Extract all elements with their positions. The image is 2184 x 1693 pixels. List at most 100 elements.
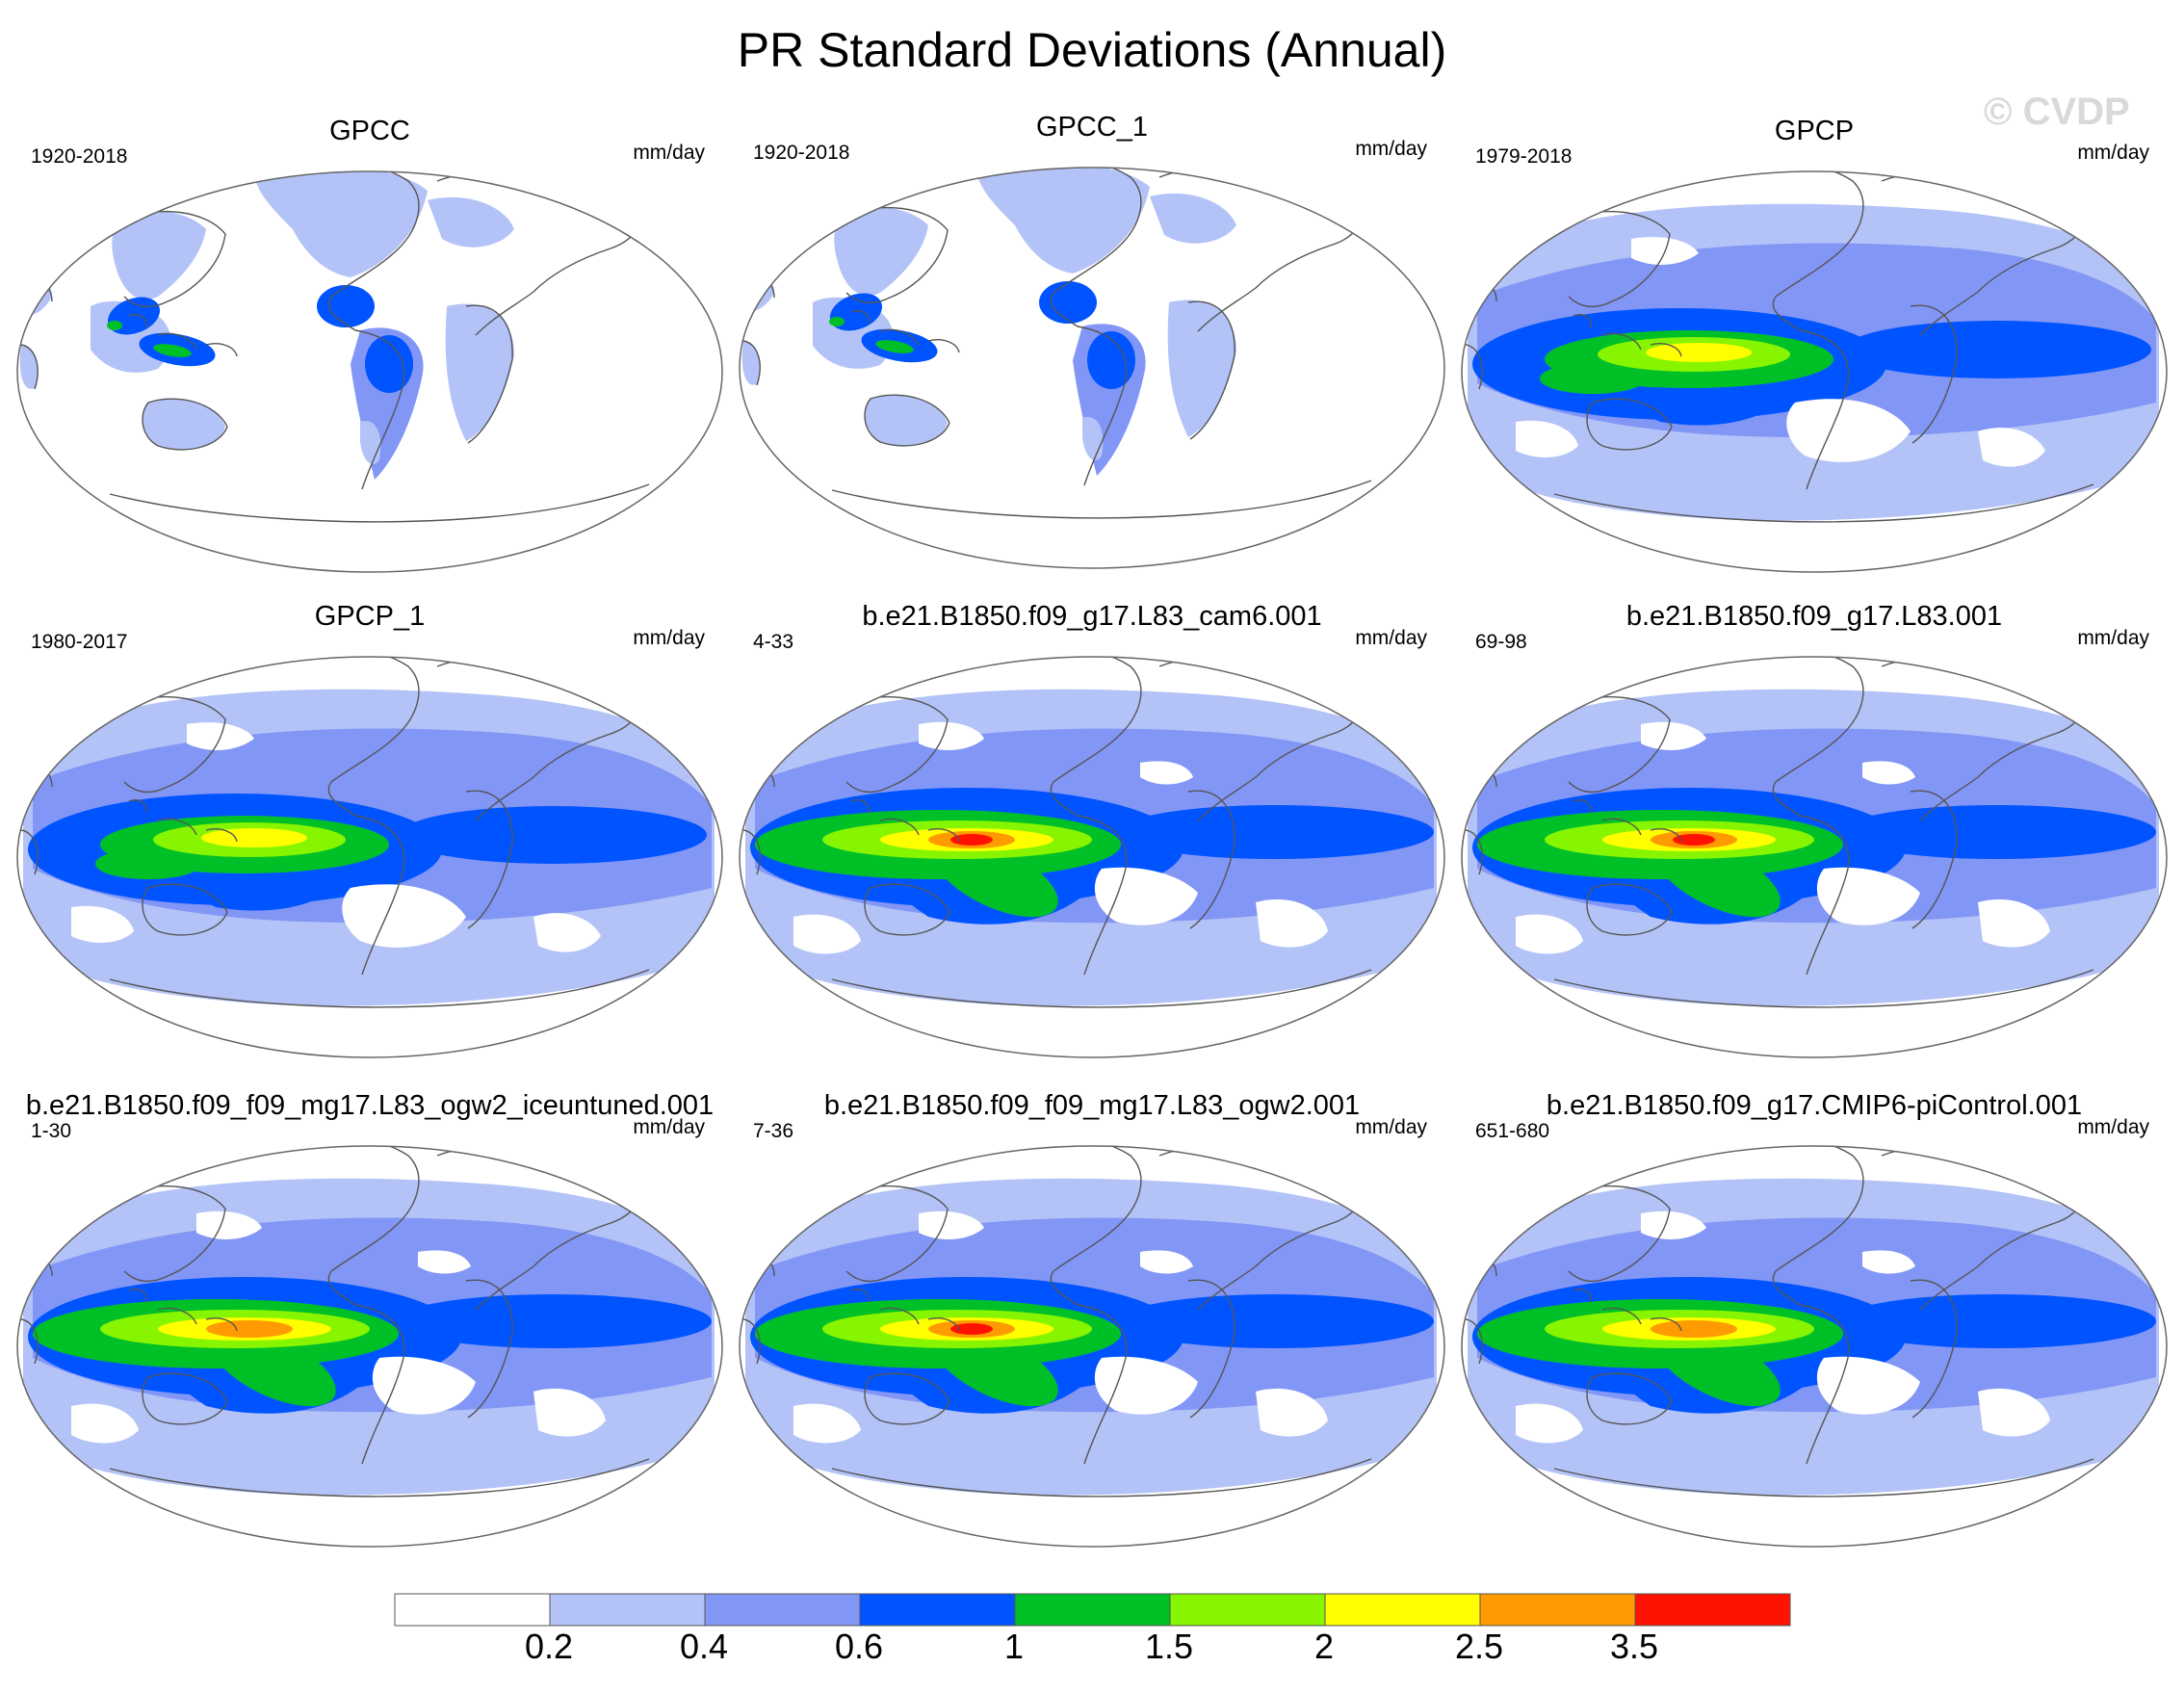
precip-contour bbox=[196, 1211, 262, 1239]
coastline bbox=[850, 1289, 960, 1332]
precip-contour bbox=[741, 341, 761, 385]
precip-contour bbox=[1116, 1294, 1434, 1348]
precip-contour bbox=[1838, 1294, 2156, 1348]
precip-contour bbox=[1094, 867, 1198, 925]
colorbar-swatch bbox=[1479, 1593, 1636, 1627]
coastline bbox=[850, 799, 960, 843]
precip-contour bbox=[1651, 1320, 1737, 1338]
map-frame bbox=[1461, 1145, 2168, 1548]
precip-contour bbox=[418, 1250, 471, 1274]
precip-contour bbox=[793, 1403, 861, 1444]
robinson-map bbox=[1461, 170, 2168, 573]
map-frame bbox=[739, 167, 1445, 569]
colorbar-tick-label: 0.4 bbox=[679, 1627, 729, 1666]
coastline bbox=[128, 1289, 238, 1332]
coastline bbox=[1727, 1146, 1864, 1306]
coastline bbox=[1799, 1304, 1850, 1465]
precip-contour bbox=[342, 884, 466, 948]
map-frame bbox=[1461, 170, 2168, 573]
precip-contour bbox=[112, 211, 206, 300]
coastline bbox=[465, 1279, 513, 1419]
coastline bbox=[128, 799, 238, 843]
coastline bbox=[1187, 300, 1235, 440]
coastline bbox=[282, 171, 420, 331]
precip-contour bbox=[445, 303, 514, 441]
coastline bbox=[831, 480, 1372, 519]
precip-field bbox=[1468, 1178, 2159, 1496]
coastline bbox=[142, 398, 228, 451]
precip-contour bbox=[1516, 914, 1583, 954]
map-panel-gpcp: GPCP 1979-2018 mm/day bbox=[1458, 114, 2171, 595]
coastline bbox=[1910, 790, 1958, 929]
map-panel-ogw2-iceuntuned: b.e21.B1850.f09_f09_mg17.L83_ogw2_iceunt… bbox=[13, 1088, 726, 1570]
colorbar-tick-label: 3.5 bbox=[1609, 1627, 1659, 1666]
coastline bbox=[128, 314, 238, 357]
coastline bbox=[465, 790, 513, 929]
robinson-map bbox=[739, 656, 1445, 1058]
precip-contour bbox=[1516, 420, 1578, 457]
coastline bbox=[1586, 883, 1673, 936]
cvdp-watermark: © CVDP bbox=[1984, 91, 2130, 133]
panel-units: mm/day bbox=[1355, 627, 1427, 649]
precip-contour bbox=[1862, 1250, 1915, 1274]
precip-field bbox=[17, 171, 514, 480]
coastline bbox=[1077, 815, 1128, 976]
precip-contour bbox=[533, 1388, 606, 1437]
colorbar-tick-label: 2 bbox=[1313, 1627, 1335, 1666]
panel-period: 4-33 bbox=[753, 631, 794, 653]
coastlines bbox=[1462, 657, 2094, 1008]
panel-title: GPCC_1 bbox=[1035, 112, 1149, 143]
panel-period: 7-36 bbox=[753, 1120, 794, 1142]
coastline bbox=[1799, 329, 1850, 490]
colorbar-swatch bbox=[394, 1593, 551, 1627]
robinson-map bbox=[1461, 656, 2168, 1058]
coastline bbox=[354, 329, 405, 490]
precip-contour bbox=[1140, 761, 1193, 785]
panel-units: mm/day bbox=[633, 627, 705, 649]
coastline bbox=[109, 969, 650, 1008]
panel-title: b.e21.B1850.f09_g17.L83_cam6.001 bbox=[862, 601, 1322, 632]
precip-contour bbox=[919, 1211, 984, 1239]
coastline bbox=[850, 310, 960, 353]
figure-title: PR Standard Deviations (Annual) bbox=[737, 23, 1447, 77]
robinson-map bbox=[1461, 1145, 2168, 1548]
coastline bbox=[1563, 1185, 1671, 1283]
precip-contour bbox=[1150, 193, 1236, 244]
precip-contour bbox=[365, 335, 413, 393]
precip-contour bbox=[1039, 281, 1097, 324]
panel-title: b.e21.B1850.f09_f09_mg17.L83_ogw2.001 bbox=[823, 1090, 1361, 1121]
precip-contour bbox=[1862, 761, 1915, 785]
robinson-map bbox=[16, 1145, 723, 1548]
coastline bbox=[1910, 304, 1958, 444]
panel-period: 651-680 bbox=[1475, 1120, 1550, 1142]
coastline bbox=[1187, 1279, 1235, 1419]
precip-contour bbox=[254, 171, 428, 277]
precip-contour bbox=[142, 399, 225, 450]
precip-contour bbox=[428, 196, 514, 247]
panel-units: mm/day bbox=[2077, 627, 2149, 649]
colorbar-swatch bbox=[1014, 1593, 1171, 1627]
map-panel-cam6: b.e21.B1850.f09_g17.L83_cam6.001 4-33 mm… bbox=[736, 599, 1448, 1081]
panel-units: mm/day bbox=[633, 1116, 705, 1138]
colorbar-tick-label: 0.6 bbox=[834, 1627, 884, 1666]
precip-contour bbox=[399, 806, 707, 864]
coastline bbox=[1727, 171, 1864, 331]
precip-contour bbox=[875, 340, 914, 353]
coastline bbox=[831, 1458, 1372, 1498]
coastline bbox=[1563, 210, 1671, 308]
precip-contour bbox=[1256, 899, 1328, 948]
precip-field bbox=[23, 1178, 715, 1496]
panel-period: 1-30 bbox=[31, 1120, 72, 1142]
coastline bbox=[118, 1185, 226, 1283]
coastline bbox=[354, 815, 405, 976]
precip-contour bbox=[1978, 1388, 2050, 1437]
map-frame bbox=[739, 656, 1445, 1058]
precip-contour bbox=[1786, 399, 1911, 462]
colorbar-swatch bbox=[859, 1593, 1016, 1627]
precip-contour bbox=[107, 321, 122, 330]
coastline bbox=[841, 1185, 949, 1283]
panel-title: b.e21.B1850.f09_g17.CMIP6-piControl.001 bbox=[1546, 1090, 2083, 1121]
robinson-map bbox=[16, 656, 723, 1058]
precip-contour bbox=[1978, 899, 2050, 948]
coastline bbox=[109, 1458, 650, 1498]
